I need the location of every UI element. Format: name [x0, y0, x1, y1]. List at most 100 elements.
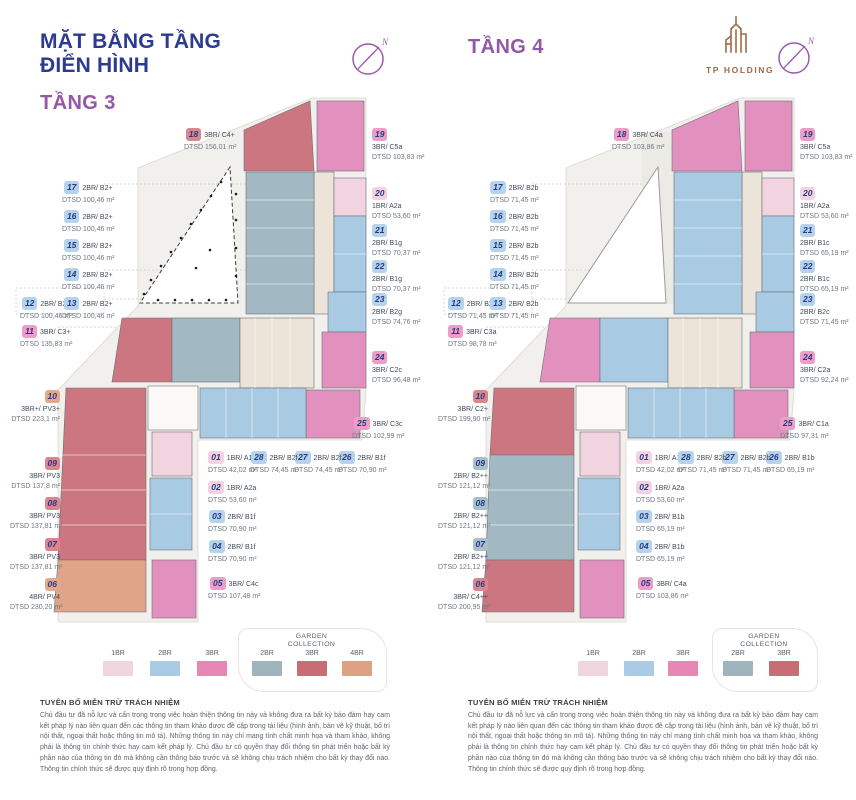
unit-badge: 21 — [800, 224, 816, 237]
unit-area: DTSD 200,95 m² — [438, 603, 491, 611]
unit-type: 2BR/ B2+ — [82, 214, 113, 221]
unit-badge: 22 — [372, 260, 388, 273]
unit-label-25: 25 3BR/ C3c DTSD 102,99 m² — [352, 412, 405, 442]
unit-badge: 15 — [63, 239, 80, 252]
unit-label-21: 21 2BR/ B1g DTSD 70,37 m² — [372, 219, 421, 259]
legend-label: 1BR — [111, 650, 125, 657]
unit-type: 2BR/ B2b — [508, 185, 539, 192]
legend-swatch — [297, 661, 327, 676]
unit-area: DTSD 42,02 m² — [636, 467, 685, 474]
legend-item: 1BR — [103, 650, 133, 676]
unit-area: DTSD 65,19 m² — [800, 249, 849, 257]
unit-block-26-28 — [627, 387, 735, 439]
unit-badge: 19 — [372, 128, 388, 141]
unit-block-24 — [321, 331, 367, 389]
unit-type: 2BR/ B1f — [227, 544, 256, 551]
legend-swatch — [150, 661, 180, 676]
unit-badge: 28 — [678, 451, 694, 464]
legend-swatch — [624, 661, 654, 676]
unit-label-02: 02 1BR/ A2a DTSD 53,60 m² — [636, 476, 685, 506]
unit-area: DTSD 65,19 m² — [636, 526, 685, 533]
unit-block-19 — [316, 100, 365, 172]
unit-label-11: 11 3BR/ C3+ DTSD 135,83 m² — [20, 320, 73, 350]
unit-label-18: 18 3BR/ C4+ DTSD 156,01 m² — [184, 123, 237, 153]
unit-type: 3BR/ C2+ — [457, 406, 488, 413]
unit-area: DTSD 121,12 m² — [438, 563, 491, 571]
amenity-area — [667, 317, 743, 389]
legend-label: 3BR — [205, 650, 219, 657]
unit-block-12-17 — [673, 171, 743, 315]
unit-type: 2BR/ B1b — [654, 514, 685, 521]
unit-label-26: 26 2BR/ B1b DTSD 65,19 m² — [766, 446, 815, 476]
unit-badge: 17 — [63, 181, 80, 194]
unit-label-27: 27 2BR/ B2f DTSD 74,45 m² — [294, 446, 343, 476]
unit-badge: 12 — [448, 297, 464, 310]
unit-badge: 07 — [472, 538, 488, 551]
unit-block-05 — [151, 559, 197, 619]
unit-label-04: 04 2BR/ B1b DTSD 65,19 m² — [636, 535, 685, 565]
unit-area: DTSD 71,45 m² — [490, 226, 539, 233]
unit-area: DTSD 74,76 m² — [372, 318, 421, 326]
disclaimer-title: TUYÊN BỐ MIỄN TRỪ TRÁCH NHIỆM — [40, 698, 180, 707]
legend-item: 2BR — [150, 650, 180, 676]
unit-label-23: 23 2BR/ B2c DTSD 71,45 m² — [800, 288, 849, 328]
unit-badge: 22 — [800, 260, 816, 273]
unit-block-12-17 — [245, 171, 315, 315]
unit-area: DTSD 137,8 m² — [11, 482, 60, 490]
unit-area: DTSD 103,86 m² — [636, 593, 689, 600]
unit-label-19: 19 3BR/ C5a DTSD 103,83 m² — [372, 123, 425, 163]
unit-badge: 24 — [372, 351, 388, 364]
unit-area: DTSD 135,83 m² — [20, 341, 73, 348]
unit-area: DTSD 100,46 m² — [62, 255, 115, 262]
unit-block-05 — [579, 559, 625, 619]
unit-type: 3BR/ C2a — [800, 367, 831, 374]
unit-badge: 03 — [209, 510, 225, 523]
unit-area: DTSD 71,45 m² — [490, 313, 539, 320]
unit-type: 2BR/ B2b — [508, 214, 539, 221]
unit-block-25 — [305, 389, 361, 439]
unit-label-06: 06 4BR/ PV4 DTSD 230,20 m² — [10, 573, 63, 613]
legend-item: 2BR — [723, 650, 753, 676]
panel-floor-4: TẦNG 4 TP HOLDING N 01 1BR/ A1a DTSD 42,02… — [428, 0, 856, 800]
unit-area: DTSD 100,46 m² — [62, 313, 115, 320]
unit-label-25: 25 3BR/ C1a DTSD 97,31 m² — [780, 412, 829, 442]
unit-type: 2BR/ B1f — [227, 514, 256, 521]
empty-slab-triangle — [139, 165, 239, 304]
unit-type: 2BR/ B1c — [800, 240, 830, 247]
unit-type: 3BR/ C5a — [800, 144, 831, 151]
unit-type: 2BR/ B2+ — [82, 301, 113, 308]
unit-type: 3BR/ PV3 — [29, 554, 60, 561]
unit-area: DTSD 102,99 m² — [352, 433, 405, 440]
legend-swatch — [342, 661, 372, 676]
unit-type: 3BR+/ PV3+ — [21, 406, 60, 413]
unit-area: DTSD 53,60 m² — [636, 497, 685, 504]
legend-item: 2BR — [252, 650, 282, 676]
unit-type: 3BR/ C3a — [466, 329, 497, 336]
unit-label-16: 16 2BR/ B2b DTSD 71,45 m² — [490, 205, 539, 235]
disclaimer-title: TUYÊN BỐ MIỄN TRỪ TRÁCH NHIỆM — [468, 698, 608, 707]
unit-area: DTSD 71,45 m² — [490, 284, 539, 291]
unit-type: 3BR/ C3c — [372, 421, 403, 428]
unit-area: DTSD 42,02 m² — [208, 467, 257, 474]
unit-type: 3BR/ C4a — [632, 132, 663, 139]
unit-type: 2BR/ B2++ — [453, 554, 488, 561]
unit-area: DTSD 100,46 m² — [62, 197, 115, 204]
legend-label: 3BR — [777, 650, 791, 657]
unit-badge: 12 — [21, 297, 38, 310]
unit-label-15: 15 2BR/ B2b DTSD 71,45 m² — [490, 234, 539, 264]
unit-area: DTSD 74,45 m² — [250, 467, 299, 474]
unit-badge: 04 — [636, 540, 652, 553]
unit-area: DTSD 156,01 m² — [184, 144, 237, 151]
unit-label-23: 23 2BR/ B2g DTSD 74,76 m² — [372, 288, 421, 328]
unit-block-07-09 — [485, 454, 575, 561]
legend-label: 4BR — [350, 650, 364, 657]
unit-type: 3BR/ PV3 — [29, 513, 60, 520]
unit-badge: 02 — [208, 481, 224, 494]
unit-block-01-02 — [579, 431, 621, 477]
legend-item: 3BR — [769, 650, 799, 676]
legend-item: 1BR — [578, 650, 608, 676]
legend-label: 3BR — [305, 650, 319, 657]
unit-area: DTSD 103,86 m² — [612, 144, 665, 151]
floor-label-tang-4: TẦNG 4 — [468, 36, 544, 58]
unit-label-24: 24 3BR/ C2c DTSD 96,48 m² — [372, 346, 421, 386]
